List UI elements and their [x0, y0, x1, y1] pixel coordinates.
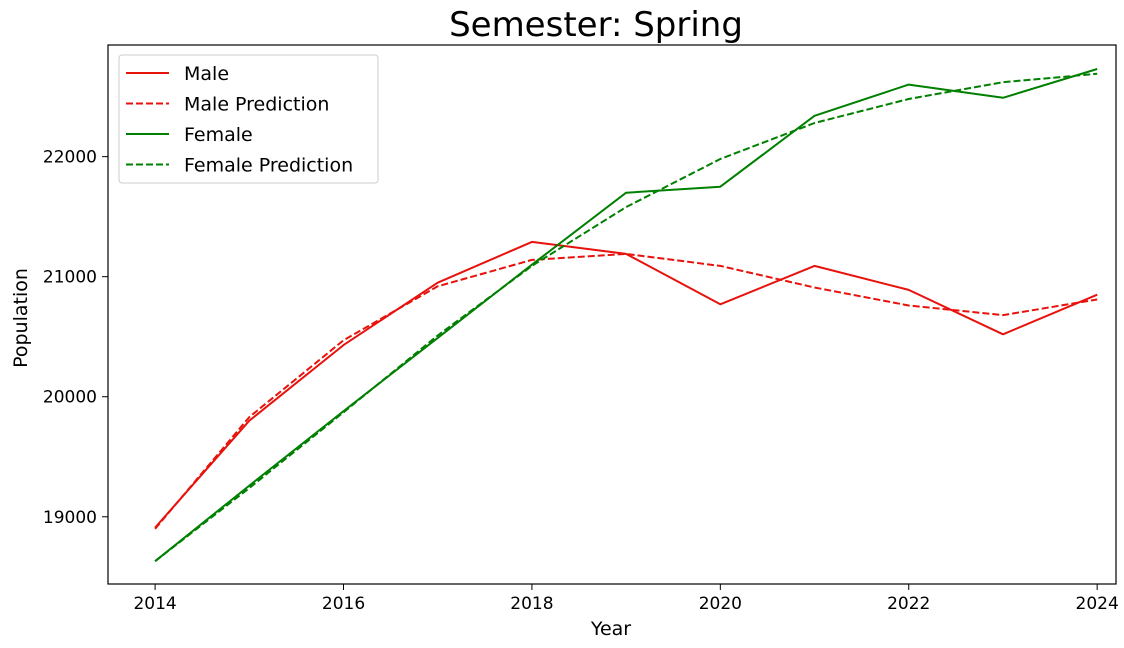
legend-label-female: Female — [184, 124, 253, 146]
series-line-female — [154, 68, 1098, 562]
series-line-male-prediction — [154, 252, 1098, 530]
y-tick-label: 19000 — [43, 508, 97, 528]
x-tick-label: 2018 — [510, 594, 553, 614]
y-tick-label: 22000 — [43, 148, 97, 168]
x-tick-label: 2024 — [1076, 594, 1119, 614]
legend-label-male-prediction: Male Prediction — [184, 94, 329, 116]
x-tick-label: 2020 — [699, 594, 742, 614]
x-axis: 2014 2016 2018 2020 2022 2024 — [133, 584, 1119, 614]
y-tick-label: 20000 — [43, 388, 97, 408]
series-line-female-prediction — [154, 72, 1098, 562]
x-axis-label: Year — [590, 618, 631, 640]
legend-label-female-prediction: Female Prediction — [184, 155, 353, 177]
series-line-male — [154, 240, 1098, 529]
legend-label-male: Male — [184, 63, 229, 85]
x-tick-label: 2016 — [322, 594, 365, 614]
x-tick-label: 2014 — [133, 594, 176, 614]
y-axis: 19000 20000 21000 22000 — [43, 148, 108, 528]
y-tick-label: 21000 — [43, 268, 97, 288]
plot-frame — [107, 44, 1117, 585]
y-axis-label: Population — [10, 268, 32, 368]
x-tick-label: 2022 — [887, 594, 930, 614]
plot-area — [154, 68, 1098, 562]
legend-box — [118, 54, 379, 184]
chart-title: Semester: Spring — [449, 5, 743, 45]
legend: Male Male Prediction Female Female Predicti… — [118, 54, 379, 184]
